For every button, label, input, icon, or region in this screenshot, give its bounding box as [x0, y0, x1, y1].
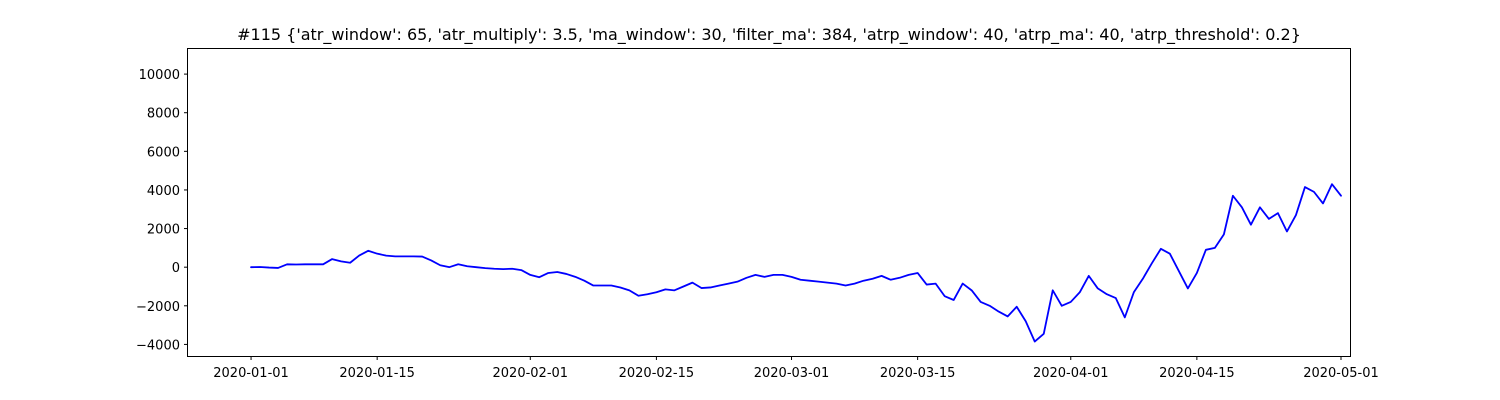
x-axis: 2020-01-01 2020-01-15 2020-02-01 2020-02-15… — [213, 356, 1379, 381]
y-tick-label: 10000 — [139, 68, 180, 83]
series-layer — [250, 183, 1342, 343]
y-tick-label: −4000 — [136, 338, 180, 353]
x-tick-label: 2020-01-01 — [213, 366, 289, 381]
x-tick-label: 2020-04-15 — [1159, 366, 1235, 381]
y-tick-label: 0 — [172, 261, 180, 276]
x-tick-label: 2020-02-15 — [619, 366, 695, 381]
y-tick-label: 6000 — [147, 145, 180, 160]
x-tick-label: 2020-02-01 — [493, 366, 569, 381]
y-tick-label: 2000 — [147, 223, 180, 238]
y-axis: −4000 −2000 0 2000 4000 6000 8000 10000 — [136, 68, 188, 353]
plot-frame — [187, 48, 1351, 357]
chart-title: #115 {'atr_window': 65, 'atr_multiply': … — [237, 25, 1301, 45]
y-tick-label: 8000 — [147, 107, 180, 122]
y-tick-label: 4000 — [147, 184, 180, 199]
x-tick-label: 2020-03-01 — [754, 366, 830, 381]
series-line-0 — [250, 183, 1342, 343]
x-tick-label: 2020-01-15 — [339, 366, 415, 381]
x-tick-label: 2020-05-01 — [1303, 366, 1379, 381]
x-tick-label: 2020-04-01 — [1033, 366, 1109, 381]
x-tick-label: 2020-03-15 — [880, 366, 956, 381]
y-tick-label: −2000 — [136, 300, 180, 315]
